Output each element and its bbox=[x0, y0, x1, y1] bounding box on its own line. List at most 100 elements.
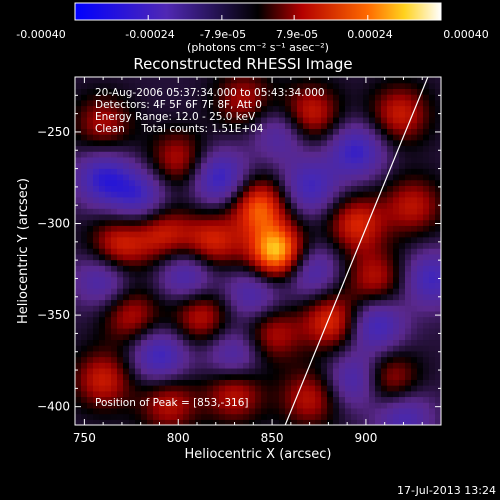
heatmap-cell bbox=[213, 179, 220, 186]
heatmap-cell bbox=[93, 105, 100, 112]
heatmap-cell bbox=[417, 339, 424, 346]
heatmap-cell bbox=[189, 276, 196, 283]
heatmap-cell bbox=[339, 162, 346, 169]
heatmap-cell bbox=[231, 350, 238, 358]
heatmap-cell bbox=[297, 111, 304, 118]
heatmap-cell bbox=[303, 333, 310, 341]
heatmap-cell bbox=[339, 396, 346, 403]
heatmap-cell bbox=[285, 253, 292, 261]
colorbar-unit-label: (photons cm⁻² s⁻¹ asec⁻²) bbox=[187, 41, 329, 54]
heatmap-cell bbox=[237, 339, 244, 346]
heatmap-cell bbox=[111, 310, 118, 318]
heatmap-cell bbox=[279, 299, 286, 306]
heatmap-cell bbox=[159, 116, 166, 124]
heatmap-cell bbox=[369, 105, 376, 112]
heatmap-cell bbox=[435, 310, 441, 318]
heatmap-cell bbox=[255, 345, 262, 352]
heatmap-cell bbox=[267, 134, 274, 141]
heatmap-cell bbox=[231, 134, 238, 141]
heatmap-cell bbox=[363, 156, 370, 164]
heatmap-cell bbox=[291, 419, 298, 425]
heatmap-cell bbox=[375, 162, 382, 169]
heatmap-cell bbox=[75, 134, 82, 141]
heatmap-cell bbox=[333, 116, 340, 124]
heatmap-cell bbox=[135, 402, 142, 409]
heatmap-cell bbox=[129, 88, 136, 95]
heatmap-cell bbox=[255, 402, 262, 409]
heatmap-cell bbox=[189, 168, 196, 175]
heatmap-cell bbox=[411, 236, 418, 244]
heatmap-cell bbox=[381, 139, 388, 147]
heatmap-cell bbox=[231, 122, 238, 129]
heatmap-cell bbox=[261, 385, 268, 392]
heatmap-cell bbox=[99, 373, 106, 380]
heatmap-cell bbox=[357, 111, 364, 118]
heatmap-cell bbox=[429, 362, 436, 369]
heatmap-cell bbox=[183, 328, 190, 335]
heatmap-cell bbox=[225, 339, 232, 346]
heatmap-cell bbox=[297, 379, 304, 386]
heatmap-cell bbox=[123, 179, 130, 186]
heatmap-cell bbox=[375, 345, 382, 352]
heatmap-cell bbox=[177, 151, 184, 158]
heatmap-cell bbox=[357, 122, 364, 129]
heatmap-cell bbox=[435, 259, 441, 266]
heatmap-cell bbox=[369, 328, 376, 335]
heatmap-cell bbox=[159, 259, 166, 266]
heatmap-cell bbox=[309, 185, 316, 192]
heatmap-cell bbox=[417, 168, 424, 175]
heatmap-cell bbox=[129, 248, 136, 255]
heatmap-cell bbox=[411, 316, 418, 323]
heatmap-cell bbox=[141, 316, 148, 323]
heatmap-cell bbox=[333, 259, 340, 266]
heatmap-cell bbox=[81, 345, 88, 352]
heatmap-cell bbox=[267, 77, 274, 84]
heatmap-cell bbox=[267, 94, 274, 101]
heatmap-cell bbox=[405, 385, 412, 392]
heatmap-cell bbox=[381, 191, 388, 198]
heatmap-cell bbox=[273, 128, 280, 135]
heatmap-cell bbox=[267, 339, 274, 346]
heatmap-cell bbox=[369, 367, 376, 375]
heatmap-cell bbox=[393, 128, 400, 135]
heatmap-cell bbox=[297, 288, 304, 295]
heatmap-cell bbox=[99, 116, 106, 124]
heatmap-cell bbox=[207, 179, 214, 186]
heatmap-cell bbox=[135, 213, 142, 221]
heatmap-cell bbox=[285, 316, 292, 323]
heatmap-cell bbox=[153, 248, 160, 255]
heatmap-cell bbox=[405, 105, 412, 112]
heatmap-cell bbox=[279, 379, 286, 386]
heatmap-cell bbox=[405, 202, 412, 209]
heatmap-cell bbox=[291, 270, 298, 278]
heatmap-cell bbox=[261, 367, 268, 375]
heatmap-cell bbox=[309, 196, 316, 204]
heatmap-cell bbox=[153, 259, 160, 266]
heatmap-cell bbox=[321, 322, 328, 329]
heatmap-cell bbox=[333, 379, 340, 386]
heatmap-cell bbox=[321, 270, 328, 278]
heatmap-cell bbox=[279, 94, 286, 101]
heatmap-cell bbox=[231, 379, 238, 386]
heatmap-cell bbox=[87, 270, 94, 278]
heatmap-cell bbox=[255, 139, 262, 147]
heatmap-cell bbox=[393, 82, 400, 89]
heatmap-cell bbox=[363, 231, 370, 238]
heatmap-cell bbox=[99, 345, 106, 352]
heatmap-cell bbox=[303, 88, 310, 95]
heatmap-cell bbox=[387, 407, 394, 415]
heatmap-cell bbox=[375, 139, 382, 147]
heatmap-cell bbox=[279, 191, 286, 198]
heatmap-cell bbox=[141, 402, 148, 409]
heatmap-cell bbox=[171, 328, 178, 335]
heatmap-cell bbox=[261, 242, 268, 249]
heatmap-cell bbox=[225, 219, 232, 226]
heatmap-cell bbox=[279, 265, 286, 272]
heatmap-cell bbox=[93, 345, 100, 352]
heatmap-cell bbox=[153, 151, 160, 158]
heatmap-cell bbox=[165, 225, 172, 232]
heatmap-cell bbox=[195, 105, 202, 112]
heatmap-cell bbox=[369, 396, 376, 403]
heatmap-cell bbox=[435, 179, 441, 186]
heatmap-cell bbox=[93, 270, 100, 278]
